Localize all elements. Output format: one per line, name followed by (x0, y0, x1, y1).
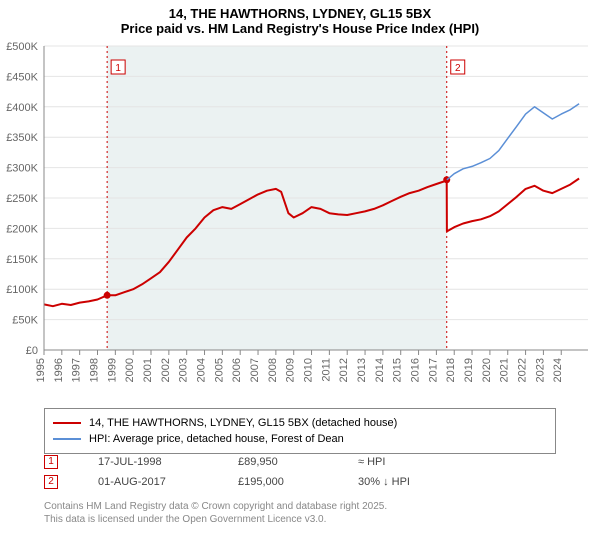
svg-text:2009: 2009 (285, 358, 297, 382)
marker-table: 1 17-JUL-1998 £89,950 ≈ HPI 2 01-AUG-201… (44, 452, 556, 492)
svg-text:2010: 2010 (303, 358, 315, 382)
svg-text:£400K: £400K (6, 102, 38, 114)
line-chart-svg: £0 £50K £100K £150K £200K £250K £300K £350K £400… (0, 40, 600, 400)
svg-text:£450K: £450K (6, 71, 38, 83)
svg-text:1998: 1998 (89, 358, 101, 382)
svg-text:2015: 2015 (392, 358, 404, 382)
svg-text:2007: 2007 (249, 358, 261, 382)
chart-area: £0 £50K £100K £150K £200K £250K £300K £350K £400… (0, 40, 600, 400)
legend-label: 14, THE HAWTHORNS, LYDNEY, GL15 5BX (det… (89, 417, 397, 429)
svg-text:2002: 2002 (160, 358, 172, 382)
svg-text:1995: 1995 (35, 358, 47, 382)
svg-text:2004: 2004 (196, 358, 208, 382)
marker-relation: ≈ HPI (358, 456, 385, 468)
svg-text:2024: 2024 (552, 358, 564, 382)
legend-swatch (53, 422, 81, 424)
svg-text:£250K: £250K (6, 193, 38, 205)
svg-text:2021: 2021 (499, 358, 511, 382)
chart-title-block: 14, THE HAWTHORNS, LYDNEY, GL15 5BX Pric… (0, 0, 600, 38)
marker-date: 17-JUL-1998 (98, 456, 198, 468)
svg-text:2014: 2014 (374, 358, 386, 382)
legend-label: HPI: Average price, detached house, Fore… (89, 433, 344, 445)
footer-line-2: This data is licensed under the Open Gov… (44, 513, 556, 526)
marker-relation: 30% ↓ HPI (358, 476, 410, 488)
marker-date: 01-AUG-2017 (98, 476, 198, 488)
marker-price: £89,950 (238, 456, 318, 468)
svg-text:2023: 2023 (534, 358, 546, 382)
svg-text:2008: 2008 (267, 358, 279, 382)
svg-text:1996: 1996 (53, 358, 65, 382)
title-line-1: 14, THE HAWTHORNS, LYDNEY, GL15 5BX (0, 6, 600, 21)
svg-text:2001: 2001 (142, 358, 154, 382)
svg-text:1: 1 (115, 63, 121, 74)
svg-text:£50K: £50K (12, 315, 38, 327)
svg-text:£300K: £300K (6, 163, 38, 175)
svg-text:1997: 1997 (71, 358, 83, 382)
svg-text:£200K: £200K (6, 223, 38, 235)
svg-text:2006: 2006 (231, 358, 243, 382)
svg-text:2000: 2000 (124, 358, 136, 382)
svg-text:2013: 2013 (356, 358, 368, 382)
marker-row: 1 17-JUL-1998 £89,950 ≈ HPI (44, 452, 556, 472)
svg-text:2012: 2012 (338, 358, 350, 382)
legend-swatch (53, 438, 81, 440)
svg-text:2020: 2020 (481, 358, 493, 382)
svg-text:£100K: £100K (6, 284, 38, 296)
footer-line-1: Contains HM Land Registry data © Crown c… (44, 500, 556, 513)
svg-text:£500K: £500K (6, 41, 38, 53)
svg-text:2016: 2016 (410, 358, 422, 382)
legend-item: 14, THE HAWTHORNS, LYDNEY, GL15 5BX (det… (53, 415, 547, 431)
svg-text:2003: 2003 (178, 358, 190, 382)
svg-text:2018: 2018 (445, 358, 457, 382)
svg-text:1999: 1999 (106, 358, 118, 382)
svg-text:2019: 2019 (463, 358, 475, 382)
marker-row: 2 01-AUG-2017 £195,000 30% ↓ HPI (44, 472, 556, 492)
svg-text:2022: 2022 (517, 358, 529, 382)
svg-text:2011: 2011 (320, 358, 332, 382)
svg-text:2005: 2005 (213, 358, 225, 382)
svg-text:£150K: £150K (6, 254, 38, 266)
marker-badge: 2 (44, 475, 58, 489)
svg-text:2: 2 (455, 63, 461, 74)
marker-price: £195,000 (238, 476, 318, 488)
marker-number: 1 (48, 457, 54, 467)
legend: 14, THE HAWTHORNS, LYDNEY, GL15 5BX (det… (44, 408, 556, 454)
marker-number: 2 (48, 477, 54, 487)
footer-attribution: Contains HM Land Registry data © Crown c… (44, 500, 556, 526)
svg-text:£350K: £350K (6, 132, 38, 144)
svg-text:£0: £0 (26, 345, 38, 357)
title-line-2: Price paid vs. HM Land Registry's House … (0, 21, 600, 36)
svg-text:2017: 2017 (427, 358, 439, 382)
marker-badge: 1 (44, 455, 58, 469)
legend-item: HPI: Average price, detached house, Fore… (53, 431, 547, 447)
